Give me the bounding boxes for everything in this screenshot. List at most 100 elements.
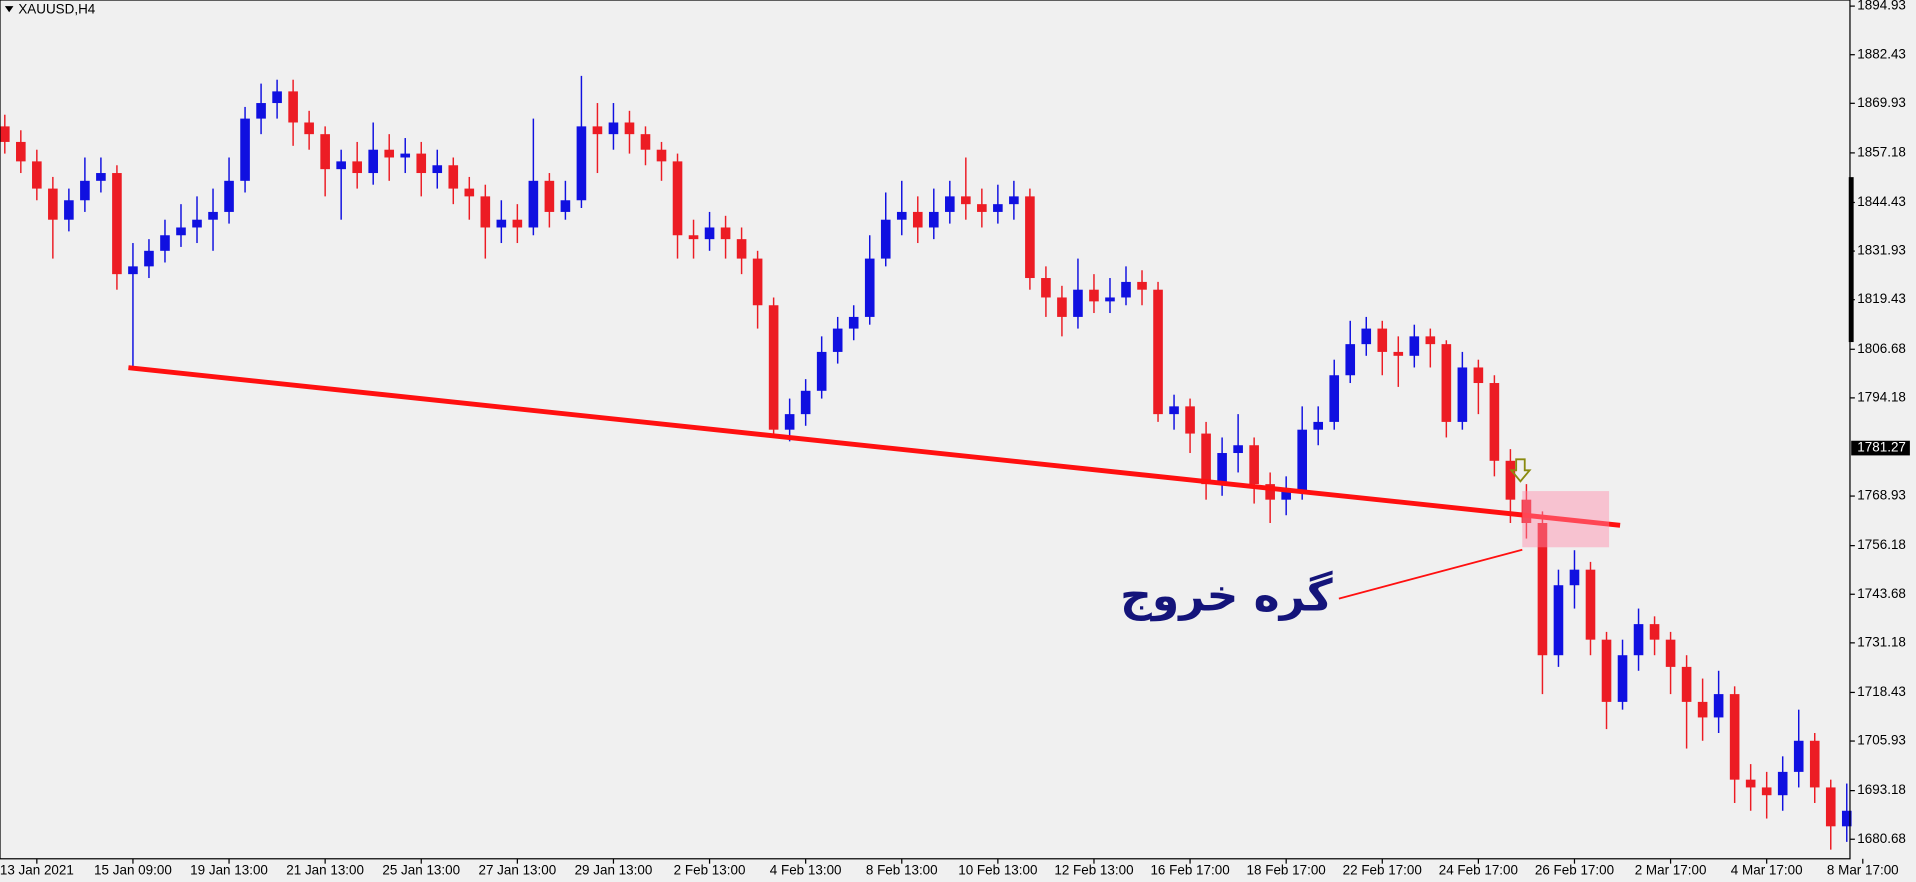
y-tick-label: 1819.43 [1857,291,1906,306]
candle-body [1601,639,1612,702]
candle-body [1057,297,1067,317]
last-price-box [1851,440,1910,456]
y-tick-label: 1743.68 [1857,586,1906,601]
candle-body [1025,196,1035,279]
menu-icon [4,6,14,13]
y-tick-label: 1857.18 [1857,144,1906,159]
candle-body [977,204,987,212]
candle-body [528,180,539,228]
candle-body [1697,701,1708,718]
candle-body [1681,666,1692,702]
x-tick-label: 15 Jan 09:00 [94,863,172,878]
candle-body [1473,367,1484,384]
candle-body [608,122,619,135]
candle-body [1793,740,1804,772]
x-tick-label: 2 Feb 13:00 [674,863,746,878]
candle-body [1457,367,1468,422]
y-tick-label: 1844.43 [1857,194,1906,209]
last-price-label: 1781.27 [1857,440,1906,455]
x-tick-label: 19 Jan 13:00 [190,863,268,878]
candle-body [80,180,90,201]
candle-body [1041,278,1051,298]
candle-body [1249,445,1259,485]
candle-body [1441,344,1452,422]
candle-body [848,316,859,329]
y-tick-label: 1680.68 [1857,831,1906,846]
y-tick-label: 1756.18 [1857,537,1906,552]
candle-body [0,126,10,142]
candle-body [912,211,923,228]
candle-body [1505,460,1516,500]
candle-body [720,227,731,240]
candle-body [1137,281,1147,290]
candle-body [512,219,523,228]
candle-body [993,204,1003,212]
candle-body [1425,336,1436,345]
y-tick-label: 1831.93 [1857,243,1906,258]
candle-body [880,219,891,259]
candle-body [1537,523,1548,656]
y-tick-label: 1693.18 [1857,782,1906,797]
x-tick-label: 18 Feb 17:00 [1247,863,1326,878]
candle-body [928,211,939,228]
y-tick-label: 1768.93 [1857,488,1906,503]
candle-body [1201,433,1211,485]
candle-body [945,196,955,212]
x-tick-label: 25 Jan 13:00 [382,863,460,878]
candle-body [1169,406,1179,415]
x-tick-label: 8 Feb 13:00 [866,863,938,878]
candle-body [816,351,827,391]
y-tick-label: 1882.43 [1857,46,1906,61]
candle-body [320,134,330,170]
x-tick-label: 8 Mar 17:00 [1827,863,1899,878]
candle-body [1633,624,1644,656]
candle-body [704,227,715,240]
candle-body [1585,569,1596,640]
candle-body [1073,289,1083,317]
candle-body [224,180,234,212]
y-tick-label: 1794.18 [1857,389,1906,404]
x-tick-label: 10 Feb 13:00 [958,863,1037,878]
candle-body [32,161,42,189]
candle-body [1649,624,1660,640]
candle-body [1361,328,1372,345]
candle-body [176,227,186,236]
candle-body [640,134,651,150]
plot [0,75,1852,850]
candle-body [240,118,250,181]
candle-body [1265,484,1275,500]
candle-body [16,141,26,162]
candle-body [736,239,747,259]
candle-body [128,266,138,275]
candle-body [1281,491,1291,500]
candle-body [416,153,427,174]
candle-body [1217,453,1227,485]
candle-body [800,390,811,415]
candle-body [96,173,106,181]
candle-body [1089,289,1099,302]
candle-body [592,126,603,135]
candle-body [560,200,571,212]
candle-body [784,414,795,430]
candle-body [1729,694,1740,780]
candle-body [544,180,555,212]
x-tick-label: 4 Mar 17:00 [1731,863,1803,878]
y-tick-label: 1718.43 [1857,684,1906,699]
candle-body [1809,740,1820,788]
candle-body [1121,281,1131,298]
candle-body [192,219,202,228]
x-tick-label: 22 Feb 17:00 [1343,863,1422,878]
candle-body [1345,344,1356,376]
candle-body [1841,810,1852,827]
candle-body [256,103,266,119]
candle-body [208,211,218,220]
x-tick-label: 26 Feb 17:00 [1535,863,1614,878]
candle-body [864,258,875,317]
candle-body [480,196,491,228]
candle-body [1185,406,1195,434]
x-tick-label: 21 Jan 13:00 [286,863,364,878]
x-tick-label: 12 Feb 13:00 [1054,863,1133,878]
candle-body [1233,445,1243,454]
candle-body [1713,694,1724,718]
